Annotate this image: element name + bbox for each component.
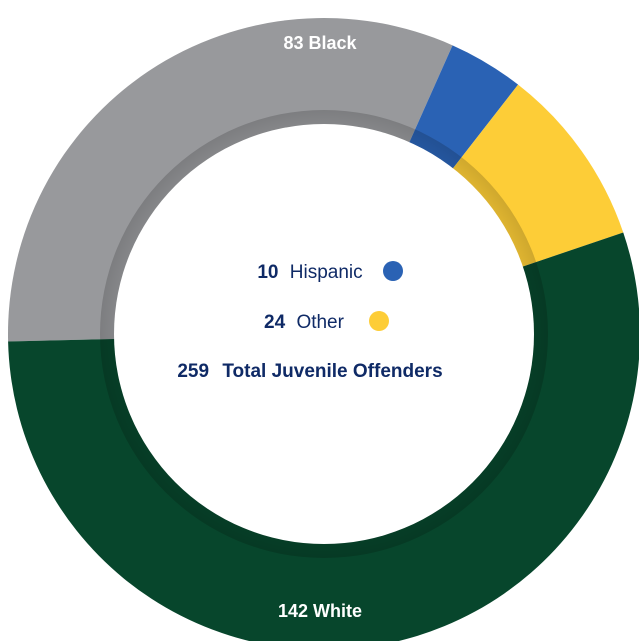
- donut-hole: [114, 124, 534, 544]
- slice-label-white: 142 White: [278, 601, 362, 621]
- legend-dot-other: [369, 311, 389, 331]
- legend-dot-hispanic: [383, 261, 403, 281]
- legend-other-value: 24: [264, 312, 286, 333]
- legend-other-label: Other: [296, 312, 344, 333]
- legend-hispanic-value: 10: [257, 262, 278, 283]
- total-value: 259: [177, 361, 209, 382]
- total-text: 259 Total Juvenile Offenders: [177, 361, 442, 382]
- center-legend: 10 Hispanic 24 Other 259 Total Juvenile …: [177, 261, 443, 382]
- legend-item-other: 24 Other: [264, 312, 345, 333]
- total-label: Total Juvenile Offenders: [222, 361, 442, 382]
- slice-label-black: 83 Black: [283, 33, 357, 53]
- legend-item-hispanic: 10 Hispanic: [257, 262, 362, 283]
- legend-hispanic-label: Hispanic: [290, 262, 363, 283]
